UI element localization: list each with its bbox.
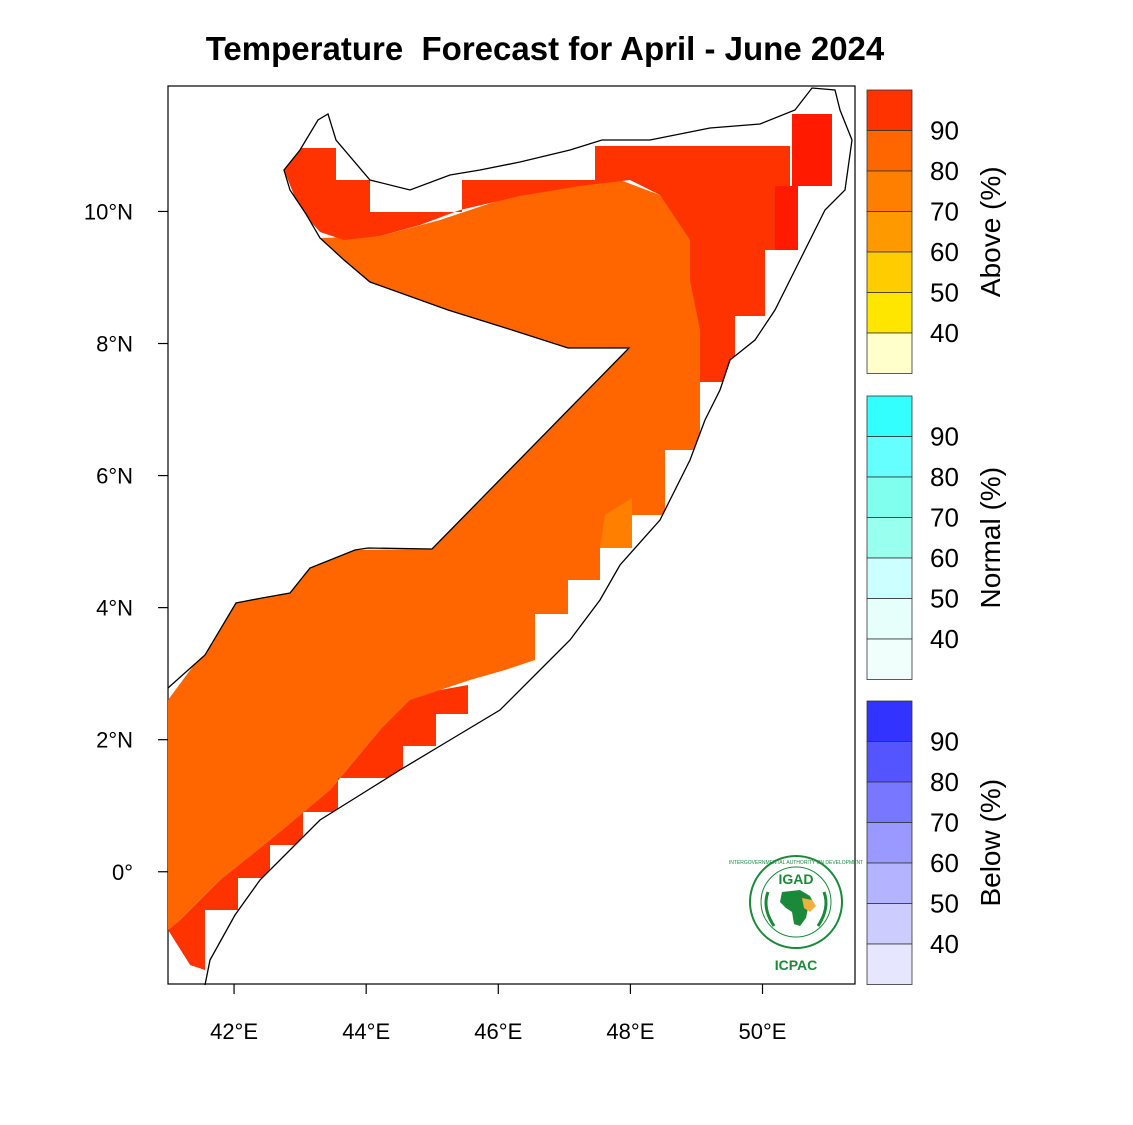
legend-swatch	[866, 130, 913, 172]
legends: 90 80 70 60 50 40 Above (%) 90 80 70 60 50 40 Normal …	[866, 89, 1006, 985]
legend-swatch	[866, 700, 913, 742]
x-tick-label: 42°E	[210, 1019, 258, 1044]
legend-swatch	[866, 741, 913, 783]
logo-top-text: IGAD	[779, 871, 814, 887]
map-title: Temperature Forecast for April - June 20…	[205, 30, 885, 67]
legend-label: 80	[930, 156, 959, 186]
forecast-regions	[168, 114, 832, 970]
legend-below: 90 80 70 60 50 40 Below (%)	[866, 700, 1006, 985]
legend-label: 50	[930, 889, 959, 919]
legend-label: 40	[930, 929, 959, 959]
legend-swatch	[866, 517, 913, 559]
legend-label: 60	[930, 543, 959, 573]
y-tick-label: 8°N	[96, 332, 133, 357]
legend-swatch	[866, 943, 913, 985]
legend-label: 80	[930, 462, 959, 492]
legend-label: 60	[930, 237, 959, 267]
legend-label: 40	[930, 318, 959, 348]
y-tick-label: 4°N	[96, 596, 133, 621]
logo-bottom-text: ICPAC	[775, 957, 818, 973]
icpac-logo: INTERGOVERNMENTAL AUTHORITY ON DEVELOPME…	[729, 855, 863, 949]
legend-title: Above (%)	[975, 166, 1006, 297]
legend-label: 90	[930, 116, 959, 146]
x-tick-label: 44°E	[342, 1019, 390, 1044]
x-tick-label: 46°E	[474, 1019, 522, 1044]
legend-label: 80	[930, 767, 959, 797]
legend-swatch	[866, 89, 913, 131]
legend-swatch	[866, 332, 913, 374]
region-northern-coast-90	[284, 146, 790, 382]
x-tick-label: 48°E	[606, 1019, 654, 1044]
legend-swatch	[866, 170, 913, 212]
legend-label: 90	[930, 727, 959, 757]
x-axis-ticks: 42°E 44°E 46°E 48°E 50°E	[210, 984, 786, 1044]
legend-swatch	[866, 251, 913, 293]
legend-label: 70	[930, 197, 959, 227]
legend-title: Below (%)	[975, 779, 1006, 907]
legend-swatch	[866, 822, 913, 864]
legend-label: 50	[930, 584, 959, 614]
y-tick-label: 0°	[112, 860, 133, 885]
legend-normal: 90 80 70 60 50 40 Normal (%)	[866, 395, 1006, 680]
legend-above: 90 80 70 60 50 40 Above (%)	[866, 89, 1006, 374]
legend-swatch	[866, 476, 913, 518]
legend-title: Normal (%)	[975, 467, 1006, 609]
legend-label: 50	[930, 278, 959, 308]
legend-swatch	[866, 557, 913, 599]
laurel-right-icon	[816, 891, 828, 927]
legend-swatch	[866, 862, 913, 904]
y-tick-label: 10°N	[84, 199, 133, 224]
legend-swatch	[866, 638, 913, 680]
legend-swatch	[866, 903, 913, 945]
logo-inner-ring	[760, 866, 832, 938]
legend-swatch	[866, 436, 913, 478]
legend-label: 70	[930, 503, 959, 533]
somalia-outline	[167, 87, 853, 986]
laurel-left-icon	[764, 891, 776, 927]
legend-label: 90	[930, 422, 959, 452]
region-east-coast-70	[600, 498, 632, 548]
legend-swatch	[866, 211, 913, 253]
region-southern-coast-90	[168, 685, 468, 970]
legend-swatch	[866, 598, 913, 640]
legend-label: 40	[930, 624, 959, 654]
horn-of-africa-icon	[802, 898, 816, 912]
y-tick-label: 2°N	[96, 728, 133, 753]
logo-ring-text: INTERGOVERNMENTAL AUTHORITY ON DEVELOPME…	[729, 860, 863, 866]
region-northeast-tip-95	[775, 114, 832, 250]
y-tick-label: 6°N	[96, 464, 133, 489]
legend-swatch	[866, 781, 913, 823]
legend-swatch	[866, 395, 913, 437]
legend-label: 70	[930, 808, 959, 838]
legend-label: 60	[930, 848, 959, 878]
region-central-interior-80	[168, 180, 732, 930]
x-tick-label: 50°E	[739, 1019, 787, 1044]
legend-swatch	[866, 292, 913, 334]
y-axis-ticks: 10°N 8°N 6°N 4°N 2°N 0°	[84, 199, 168, 885]
